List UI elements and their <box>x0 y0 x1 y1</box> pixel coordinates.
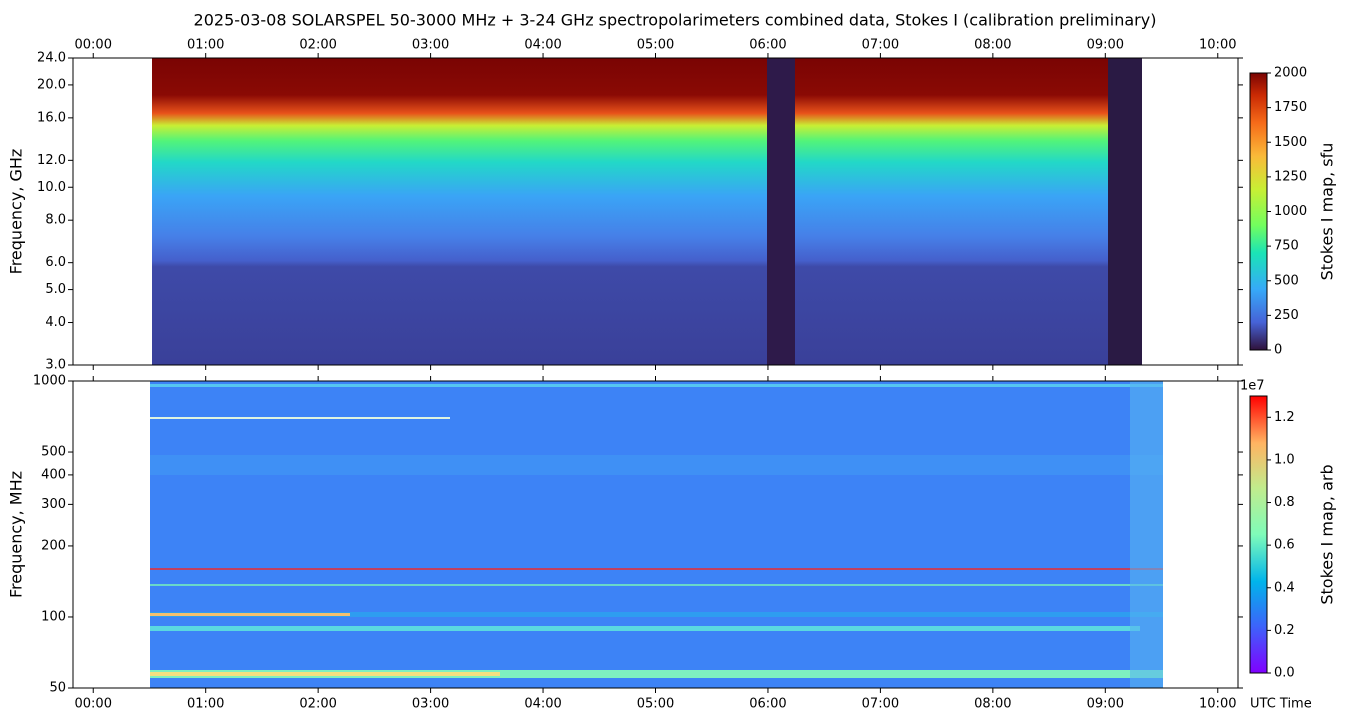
y-tick-label: 1000 <box>33 374 66 389</box>
y-tick-label: 3.0 <box>45 358 66 373</box>
y-axis-label: Frequency, GHz <box>7 149 26 275</box>
x-tick-label: 07:00 <box>862 38 899 53</box>
colorbar-label: Stokes I map, sfu <box>1318 143 1337 281</box>
colorbar-offset: 1e7 <box>1240 379 1265 394</box>
y-tick-label: 500 <box>41 445 66 460</box>
x-tick-label: 06:00 <box>749 38 786 53</box>
x-tick-label: 03:00 <box>412 38 449 53</box>
y-tick-label: 200 <box>41 538 66 553</box>
x-tick-label: 04:00 <box>524 697 561 712</box>
y-tick-label: 50 <box>49 681 66 696</box>
y-tick-label: 5.0 <box>45 282 66 297</box>
x-tick-label: 01:00 <box>187 697 224 712</box>
colorbar-tick-label: 2000 <box>1274 66 1307 81</box>
y-tick-label: 12.0 <box>37 153 66 168</box>
y-tick-label: 8.0 <box>45 213 66 228</box>
colorbar-tick-label: 0.2 <box>1274 623 1295 638</box>
colorbar-label: Stokes I map, arb <box>1318 464 1337 604</box>
colorbar-tick-label: 1750 <box>1274 100 1307 115</box>
colorbar-frame <box>1249 395 1268 674</box>
y-tick-label: 20.0 <box>37 77 66 92</box>
y-tick-label: 300 <box>41 497 66 512</box>
colorbar-tick-label: 500 <box>1274 273 1299 288</box>
x-tick-label: 06:00 <box>749 697 786 712</box>
x-tick-label: 02:00 <box>299 38 336 53</box>
y-tick-label: 24.0 <box>37 51 66 66</box>
colorbar-tick-label: 250 <box>1274 308 1299 323</box>
x-tick-label: 09:00 <box>1087 697 1124 712</box>
x-tick-label: 00:00 <box>75 697 112 712</box>
colorbar-tick-label: 0.0 <box>1274 666 1295 681</box>
x-tick-label: 02:00 <box>299 697 336 712</box>
chart-title: 2025-03-08 SOLARSPEL 50-3000 MHz + 3-24 … <box>194 11 1157 30</box>
y-tick-label: 6.0 <box>45 255 66 270</box>
y-tick-label: 4.0 <box>45 315 66 330</box>
spectrogram-top <box>152 58 1142 365</box>
colorbar-tick-label: 0.8 <box>1274 495 1295 510</box>
y-axis-label: Frequency, MHz <box>7 471 26 598</box>
y-tick-label: 10.0 <box>37 180 66 195</box>
x-tick-label: 08:00 <box>974 38 1011 53</box>
y-tick-label: 16.0 <box>37 110 66 125</box>
colorbar-tick-label: 750 <box>1274 239 1299 254</box>
x-tick-label: 05:00 <box>637 697 674 712</box>
x-tick-label: 08:00 <box>974 697 1011 712</box>
colorbar-tick-label: 1.2 <box>1274 410 1295 425</box>
y-tick-label: 400 <box>41 467 66 482</box>
colorbar-tick-label: 0.6 <box>1274 538 1295 553</box>
colorbar-tick-label: 1250 <box>1274 169 1307 184</box>
x-tick-label: 05:00 <box>637 38 674 53</box>
x-tick-label: 04:00 <box>524 38 561 53</box>
colorbar-tick-label: 1500 <box>1274 135 1307 150</box>
x-tick-label: 01:00 <box>187 38 224 53</box>
x-tick-label: 00:00 <box>75 38 112 53</box>
colorbar <box>1250 73 1267 350</box>
x-tick-label: 10:00 <box>1199 38 1236 53</box>
colorbar <box>1250 396 1267 673</box>
spectrogram-bottom <box>150 381 1163 688</box>
y-tick-label: 100 <box>41 609 66 624</box>
colorbar-tick-label: 1.0 <box>1274 452 1295 467</box>
x-tick-label: 03:00 <box>412 697 449 712</box>
x-axis-label: UTC Time <box>1250 697 1312 712</box>
x-tick-label: 07:00 <box>862 697 899 712</box>
x-tick-label: 09:00 <box>1087 38 1124 53</box>
x-tick-label: 10:00 <box>1199 697 1236 712</box>
colorbar-tick-label: 0 <box>1274 343 1282 358</box>
colorbar-tick-label: 1000 <box>1274 204 1307 219</box>
colorbar-tick-label: 0.4 <box>1274 580 1295 595</box>
